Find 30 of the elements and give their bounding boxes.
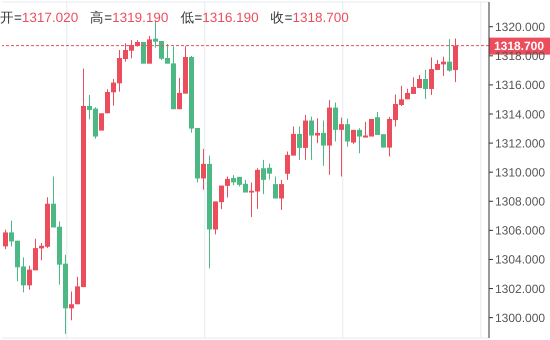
y-tick-label: 1300.000 [495, 310, 546, 325]
candlestick [297, 126, 302, 160]
candlestick [273, 176, 278, 200]
candlestick [351, 129, 356, 144]
y-tick-label: 1306.000 [495, 224, 546, 238]
candlestick [315, 118, 320, 144]
candlestick [423, 69, 428, 100]
candlestick [3, 229, 8, 250]
candlestick [309, 116, 314, 160]
candlestick [201, 148, 206, 190]
candlestick [339, 117, 344, 178]
annotation: 低=1316.190 [180, 10, 259, 25]
y-tick-label: 1308.000 [495, 194, 546, 209]
y-tick-label: 1310.000 [495, 165, 546, 180]
candlestick [279, 179, 284, 210]
y-tick-label: 1304.000 [495, 252, 546, 267]
annotation: 收=1318.700 [270, 10, 349, 25]
candlestick [333, 102, 338, 142]
y-tick-label: 1316.000 [495, 78, 546, 92]
candlestick [357, 128, 362, 154]
candlestick [69, 290, 74, 321]
candlestick [447, 38, 452, 72]
annotation: 开=1317.020 [0, 10, 78, 25]
y-tick-label: 1312.000 [495, 136, 546, 150]
candlestick [321, 120, 326, 166]
candlestick [345, 118, 350, 148]
annotation: 高=1319.190 [90, 10, 168, 25]
y-tick-label: 1320.000 [495, 20, 546, 34]
y-tick-label: 1302.000 [495, 282, 546, 296]
y-tick-label: 1314.000 [495, 107, 546, 122]
